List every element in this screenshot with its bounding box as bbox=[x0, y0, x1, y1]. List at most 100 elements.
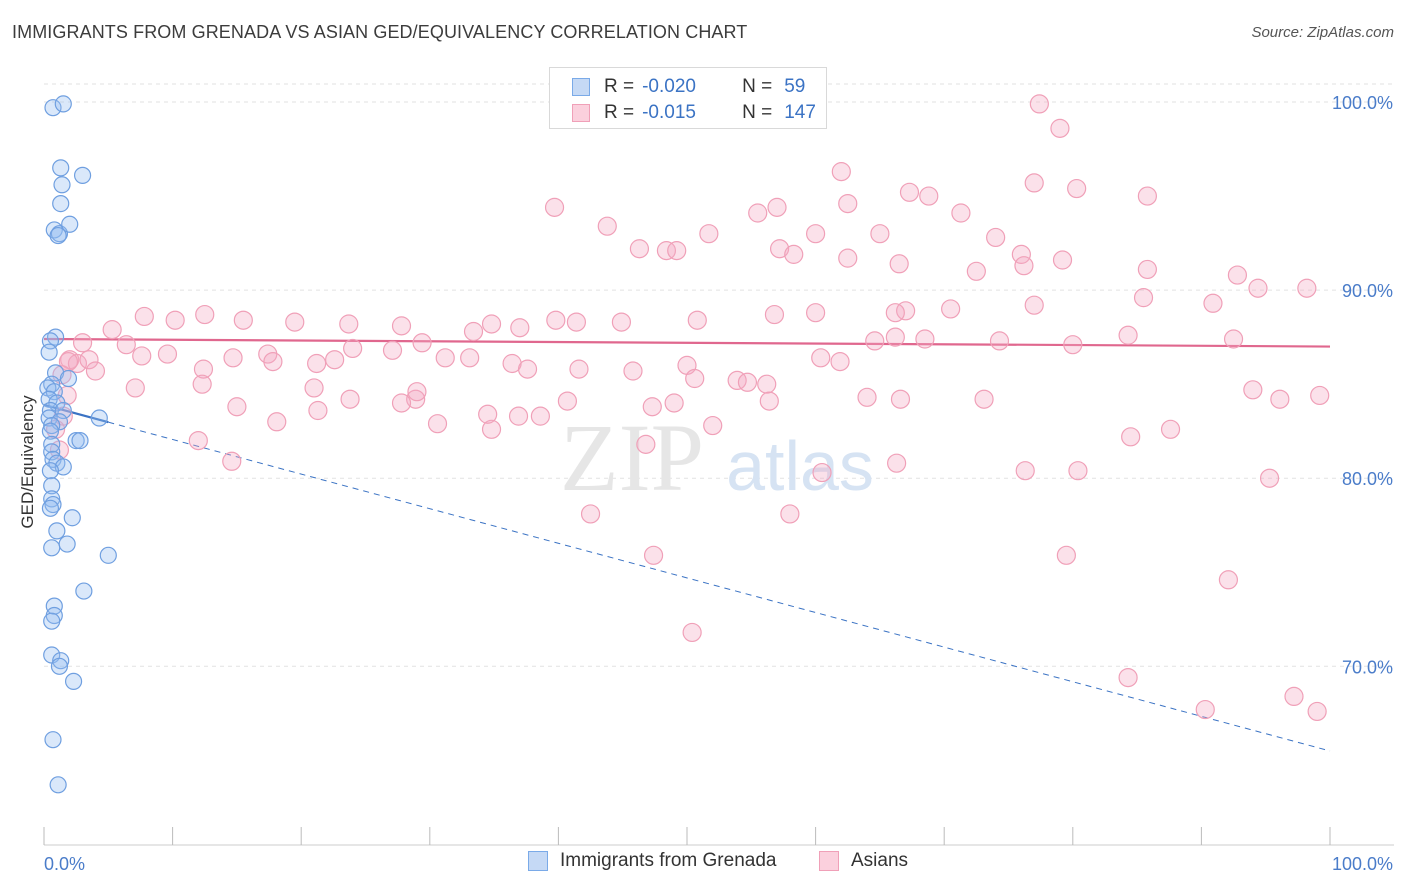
point-grenada bbox=[64, 672, 83, 690]
legend-swatch-grenada bbox=[572, 78, 590, 96]
point-asians bbox=[780, 504, 800, 524]
chart-title: IMMIGRANTS FROM GRENADA VS ASIAN GED/EQU… bbox=[12, 22, 748, 42]
point-grenada bbox=[49, 776, 67, 794]
point-asians bbox=[195, 304, 215, 325]
point-asians bbox=[478, 404, 498, 424]
point-asians bbox=[1052, 250, 1073, 270]
point-grenada bbox=[71, 431, 89, 450]
point-asians bbox=[1014, 256, 1034, 276]
point-asians bbox=[759, 391, 779, 411]
point-grenada bbox=[99, 546, 117, 564]
point-grenada bbox=[52, 652, 70, 670]
point-asians bbox=[427, 414, 448, 434]
point-asians bbox=[412, 333, 432, 353]
point-grenada bbox=[44, 731, 62, 749]
point-grenada bbox=[48, 522, 66, 540]
legend-r-value: -0.015 bbox=[642, 102, 696, 123]
point-grenada bbox=[53, 176, 71, 194]
point-asians bbox=[1063, 335, 1083, 355]
legend-item-grenada: Immigrants from Grenada bbox=[528, 850, 776, 872]
point-asians bbox=[1067, 178, 1087, 199]
watermark-zip: ZIP bbox=[560, 404, 704, 511]
point-asians bbox=[382, 340, 403, 360]
legend-item-asians: Asians bbox=[819, 850, 908, 872]
data-points bbox=[39, 94, 1330, 794]
y-tick-label: 80.0% bbox=[1342, 469, 1393, 489]
point-grenada bbox=[41, 499, 60, 517]
point-asians bbox=[831, 162, 851, 182]
point-asians bbox=[870, 224, 890, 244]
point-asians bbox=[885, 303, 905, 323]
point-asians bbox=[1243, 380, 1263, 400]
point-asians bbox=[285, 312, 305, 332]
point-asians bbox=[636, 434, 656, 454]
x-tick-label: 0.0% bbox=[44, 854, 85, 874]
point-asians bbox=[1259, 468, 1280, 488]
point-asians bbox=[865, 331, 885, 351]
point-asians bbox=[267, 412, 287, 432]
point-asians bbox=[263, 351, 283, 372]
point-asians bbox=[85, 361, 106, 381]
point-asians bbox=[343, 338, 363, 359]
point-asians bbox=[737, 372, 758, 392]
point-grenada bbox=[43, 612, 61, 630]
point-asians bbox=[838, 248, 858, 268]
point-asians bbox=[830, 351, 850, 372]
point-grenada bbox=[67, 431, 85, 450]
point-asians bbox=[597, 216, 617, 236]
trendline-grenada-projection bbox=[108, 421, 1331, 752]
chart-source: Source: ZipAtlas.com bbox=[1251, 24, 1394, 41]
point-asians bbox=[132, 346, 152, 366]
point-asians bbox=[857, 387, 877, 407]
point-asians bbox=[667, 241, 687, 261]
y-tick-label: 70.0% bbox=[1342, 657, 1393, 677]
legend-r-value: -0.020 bbox=[642, 76, 696, 97]
legend-row-grenada: R = -0.020 N = 59 bbox=[572, 74, 805, 100]
legend-r-label: R = bbox=[604, 76, 635, 97]
watermark-atlas: atlas bbox=[726, 427, 874, 505]
legend-n-label: N = bbox=[742, 76, 773, 97]
point-asians bbox=[165, 310, 185, 330]
point-asians bbox=[1056, 545, 1076, 565]
point-asians bbox=[1015, 461, 1035, 481]
point-asians bbox=[304, 378, 324, 398]
point-asians bbox=[1297, 278, 1317, 298]
point-asians bbox=[1218, 570, 1239, 590]
point-asians bbox=[1133, 288, 1154, 308]
point-asians bbox=[1029, 94, 1049, 114]
point-asians bbox=[1024, 295, 1044, 315]
point-asians bbox=[463, 321, 484, 342]
point-asians bbox=[974, 389, 994, 409]
point-asians bbox=[812, 462, 832, 483]
point-asians bbox=[116, 335, 136, 355]
gridlines bbox=[44, 83, 1394, 667]
point-asians bbox=[1310, 385, 1330, 406]
watermark: ZIP atlas bbox=[560, 404, 874, 511]
point-asians bbox=[966, 261, 986, 281]
legend-n-label: N = bbox=[742, 102, 773, 123]
legend-n-value: 59 bbox=[784, 76, 806, 97]
point-asians bbox=[682, 622, 702, 643]
point-asians bbox=[664, 393, 684, 413]
point-grenada bbox=[44, 99, 62, 117]
point-asians bbox=[1121, 427, 1141, 447]
trendline-asians bbox=[43, 337, 1331, 348]
point-asians bbox=[557, 391, 578, 411]
point-asians bbox=[941, 299, 961, 319]
point-asians bbox=[508, 406, 529, 426]
point-asians bbox=[642, 397, 662, 417]
point-grenada bbox=[50, 657, 69, 675]
point-grenada bbox=[54, 458, 72, 476]
point-asians bbox=[1118, 325, 1138, 345]
point-grenada bbox=[49, 226, 67, 245]
point-asians bbox=[391, 393, 412, 413]
point-asians bbox=[1011, 244, 1031, 264]
point-asians bbox=[899, 182, 920, 202]
point-asians bbox=[951, 203, 971, 223]
point-asians bbox=[222, 451, 242, 471]
point-grenada bbox=[73, 166, 92, 184]
point-asians bbox=[460, 348, 480, 368]
point-grenada bbox=[40, 343, 58, 361]
point-asians bbox=[79, 350, 99, 370]
